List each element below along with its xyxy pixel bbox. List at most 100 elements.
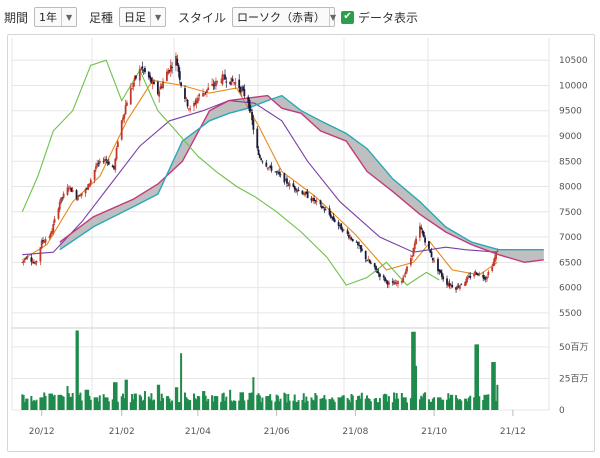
candle-up bbox=[492, 262, 495, 266]
volume-bar bbox=[269, 394, 272, 410]
volume-bar bbox=[360, 392, 363, 410]
candle-up bbox=[411, 255, 414, 258]
candle-down bbox=[287, 185, 290, 186]
price-tick-label: 10000 bbox=[559, 81, 588, 91]
volume-bar bbox=[306, 400, 309, 410]
candle-down bbox=[375, 265, 377, 270]
volume-bar bbox=[324, 399, 327, 410]
volume-bar bbox=[102, 394, 105, 410]
volume-bar bbox=[293, 394, 296, 410]
volume-bar bbox=[338, 397, 341, 410]
volume-bar bbox=[69, 396, 72, 410]
volume-bar bbox=[373, 398, 376, 410]
candle-up bbox=[206, 89, 208, 93]
candle-up bbox=[222, 75, 225, 77]
candle-up bbox=[35, 261, 38, 263]
candle-down bbox=[468, 276, 470, 278]
volume-bar bbox=[368, 398, 371, 410]
volume-bar bbox=[467, 397, 470, 410]
volume-bar bbox=[142, 399, 145, 410]
volume-bar bbox=[403, 397, 406, 410]
checkbox-checked-icon: ✔ bbox=[341, 10, 355, 24]
volume-bar bbox=[151, 400, 154, 410]
volume-bar bbox=[26, 398, 29, 410]
candle-down bbox=[446, 278, 448, 285]
data-display-toggle[interactable]: ✔ データ表示 bbox=[341, 9, 418, 26]
candle-up bbox=[456, 285, 459, 290]
volume-bar bbox=[496, 384, 499, 410]
volume-bar bbox=[243, 400, 246, 410]
series-line-lagging-span bbox=[21, 59, 440, 286]
price-tick-label: 7500 bbox=[559, 208, 582, 218]
volume-bar bbox=[367, 398, 370, 410]
candle-down bbox=[252, 119, 255, 130]
candle-down bbox=[30, 257, 33, 262]
candle-up bbox=[95, 166, 97, 170]
volume-bar bbox=[465, 398, 468, 410]
volume-bar bbox=[420, 395, 423, 410]
candle-down bbox=[369, 262, 372, 264]
candle-down bbox=[225, 81, 228, 83]
volume-bar bbox=[261, 397, 264, 410]
volume-bar bbox=[304, 402, 307, 410]
candle-up bbox=[24, 258, 26, 261]
volume-bar bbox=[180, 353, 183, 410]
volume-bar bbox=[48, 393, 51, 410]
volume-bar bbox=[421, 397, 424, 410]
volume-bar bbox=[430, 401, 433, 410]
candle-down bbox=[360, 248, 363, 251]
volume-bar bbox=[84, 389, 87, 410]
period-value: 1年 bbox=[39, 11, 58, 24]
volume-bar bbox=[32, 400, 35, 410]
volume-bar bbox=[44, 395, 47, 410]
period-select[interactable]: 1年 ▼ bbox=[34, 7, 78, 27]
volume-bar bbox=[62, 396, 65, 410]
candle-up bbox=[21, 262, 24, 263]
candle-up bbox=[175, 55, 177, 66]
candle-down bbox=[341, 228, 344, 232]
volume-bar bbox=[205, 401, 208, 410]
candle-down bbox=[33, 261, 35, 263]
candle-up bbox=[115, 148, 118, 160]
volume-bar bbox=[473, 397, 476, 410]
volume-bar bbox=[183, 392, 186, 410]
x-tick-label: 21/10 bbox=[421, 427, 447, 437]
candle-down bbox=[147, 71, 150, 78]
volume-bar bbox=[385, 394, 388, 410]
candle-type-select[interactable]: 日足 ▼ bbox=[119, 7, 167, 27]
volume-bar bbox=[178, 402, 181, 410]
candle-up bbox=[216, 81, 219, 82]
candle-up bbox=[31, 261, 34, 264]
candle-up bbox=[240, 89, 243, 93]
candle-down bbox=[439, 270, 442, 273]
candle-up bbox=[169, 65, 172, 72]
volume-bar bbox=[351, 395, 354, 410]
candle-down bbox=[248, 99, 251, 111]
volume-bar bbox=[75, 330, 78, 410]
volume-bar bbox=[265, 396, 268, 410]
volume-bar bbox=[402, 397, 405, 410]
candle-down bbox=[438, 269, 441, 272]
candle-up bbox=[403, 275, 406, 277]
candle-down bbox=[324, 209, 327, 211]
volume-bar bbox=[358, 395, 361, 410]
volume-bar bbox=[194, 398, 197, 410]
x-tick-label: 21/02 bbox=[109, 427, 135, 437]
volume-bar bbox=[314, 393, 317, 410]
volume-bar bbox=[150, 393, 153, 410]
candle-up bbox=[230, 77, 233, 86]
candle-down bbox=[384, 277, 386, 282]
volume-bar bbox=[275, 394, 278, 410]
volume-bar bbox=[105, 397, 108, 410]
volume-bar bbox=[438, 397, 441, 410]
chart-area bbox=[7, 34, 595, 452]
price-tick-label: 8000 bbox=[559, 183, 582, 193]
volume-bar bbox=[341, 395, 344, 410]
candle-down bbox=[346, 230, 349, 235]
volume-bar bbox=[162, 398, 165, 410]
volume-bar bbox=[297, 400, 300, 410]
volume-bar bbox=[160, 393, 163, 410]
candle-up bbox=[52, 223, 55, 232]
style-select[interactable]: ローソク（赤青） ▼ bbox=[232, 7, 336, 27]
volume-bar bbox=[412, 331, 415, 410]
